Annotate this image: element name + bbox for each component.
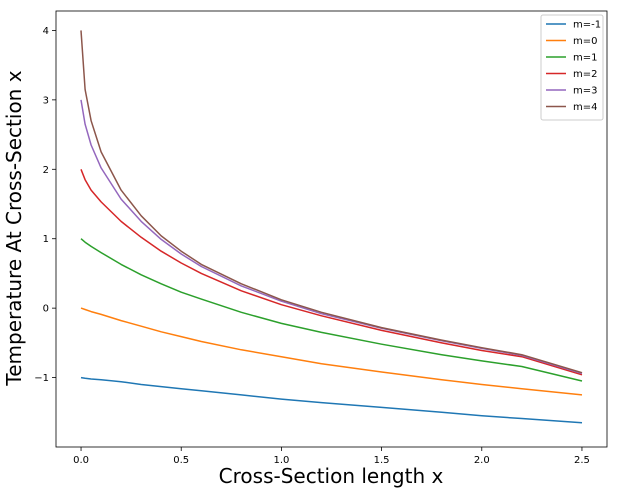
plot-area [55,10,608,448]
x-tick-label: 1.0 [273,455,289,466]
x-tick-label: 2.0 [474,455,490,466]
series-line-0 [80,376,583,424]
y-tick-label: 1 [43,234,49,245]
axes-frame [55,10,608,448]
series-line-2 [80,238,583,382]
axes-ticks: 0.0 0.5 1.0 1.5 2.0 2.5 −1 0 1 2 3 4 [34,26,590,466]
x-tick-label: 0.5 [173,455,189,466]
legend-label-3: m=2 [573,69,597,80]
y-tick-label: 4 [43,26,49,37]
y-axis-label: Temperature At Cross-Section x [2,70,26,386]
legend-label-0: m=-1 [573,20,601,31]
y-tick-label: 2 [43,165,49,176]
x-tick-label: 0.0 [73,455,89,466]
x-axis-label: Cross-Section length x [219,464,444,488]
legend: m=-1 m=0 m=1 m=2 m=3 m=4 [540,14,604,121]
x-tick-label: 1.5 [374,455,390,466]
series-line-5 [80,30,583,374]
legend-label-1: m=0 [573,36,597,47]
y-tick-label: −1 [34,373,49,384]
y-tick-label: 3 [43,95,49,106]
series-line-4 [80,99,583,375]
x-tick-label: 2.5 [574,455,590,466]
legend-label-5: m=4 [573,102,597,113]
y-tick-label: 0 [43,304,49,315]
series-line-3 [80,169,583,376]
legend-label-2: m=1 [573,53,597,64]
series-line-1 [80,307,583,396]
legend-label-4: m=3 [573,86,597,97]
